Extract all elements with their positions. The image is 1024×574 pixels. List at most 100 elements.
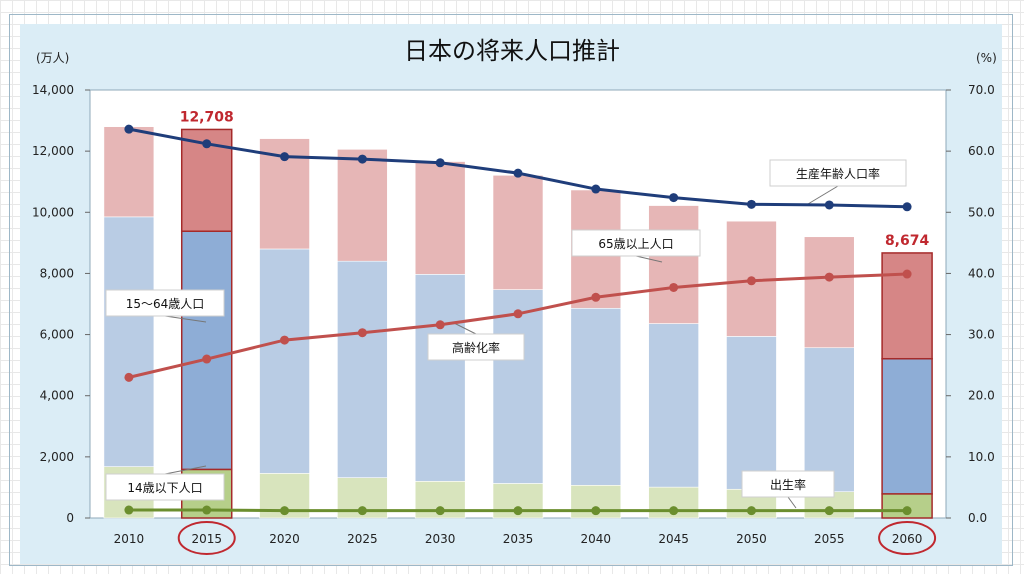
working-ratio-point xyxy=(357,154,367,164)
working-ratio-point xyxy=(280,152,290,162)
birth-rate-point xyxy=(669,506,679,516)
birth-rate-point xyxy=(824,506,834,516)
left-axis-tick-label: 4,000 xyxy=(40,389,74,403)
bar-segment-elderly xyxy=(103,126,155,218)
left-axis-tick-label: 0 xyxy=(66,511,74,525)
bar-segment-working xyxy=(103,216,155,467)
bar-segment-working xyxy=(648,323,699,488)
birth-rate-point xyxy=(746,506,756,516)
bar-segment-working xyxy=(726,336,777,490)
right-axis-tick-label: 0.0 xyxy=(968,511,987,525)
callout-leader-line xyxy=(807,185,839,205)
aging-ratio-point xyxy=(513,309,523,319)
callout-leader-line xyxy=(787,496,797,509)
left-axis-tick-label: 10,000 xyxy=(32,205,74,219)
birth-rate-point xyxy=(513,506,523,516)
bar-segment-elderly xyxy=(492,174,544,290)
bar-segment-elderly xyxy=(648,205,699,324)
chart-title: 日本の将来人口推計 xyxy=(404,37,620,65)
x-axis-tick-label: 2040 xyxy=(581,532,612,546)
working-ratio-point xyxy=(124,124,134,134)
callout-child-text: 14歳以下人口 xyxy=(127,481,202,495)
highlight-circle xyxy=(878,521,937,555)
right-axis: 0.0 10.0 20.0 30.0 40.0 50.0 60.0 70.0 xyxy=(946,83,995,525)
chart-frame xyxy=(9,14,1013,566)
x-axis-tick-label: 2010 xyxy=(114,532,145,546)
left-axis-tick-label: 8,000 xyxy=(40,266,74,280)
aging-ratio-point xyxy=(124,372,134,382)
birth-rate-point xyxy=(435,506,445,516)
callout-aging-ratio: 高齢化率 xyxy=(427,333,525,361)
left-axis-unit: (万人) xyxy=(36,51,69,65)
callout-leader-line xyxy=(164,315,207,323)
right-axis-tick-label: 50.0 xyxy=(968,205,995,219)
bar-segment-working xyxy=(337,260,388,478)
callout-aging-ratio-text: 高齢化率 xyxy=(452,340,500,355)
x-axis-tick-label: 2055 xyxy=(814,532,845,546)
bar-segment-elderly xyxy=(414,161,466,275)
birth-rate-point xyxy=(591,506,601,516)
right-axis-tick-label: 70.0 xyxy=(968,83,995,97)
working-ratio-point xyxy=(902,202,912,212)
x-axis-tick-label: 2050 xyxy=(736,532,767,546)
aging-ratio-point xyxy=(746,276,756,286)
aging-ratio-point xyxy=(357,328,367,338)
working-ratio-point xyxy=(513,168,523,178)
callout-working: 15～64歳人口 xyxy=(105,289,225,317)
highlight-circle xyxy=(177,521,236,555)
birth-rate-point xyxy=(124,505,134,515)
aging-ratio-point xyxy=(280,335,290,345)
callout-elderly-text: 65歳以上人口 xyxy=(598,237,673,251)
x-axis-tick-label: 2015 xyxy=(191,532,222,546)
working-ratio-point xyxy=(435,158,445,168)
callout-elderly: 65歳以上人口 xyxy=(571,229,701,257)
bar-series xyxy=(103,126,933,519)
left-axis-tick-label: 14,000 xyxy=(32,83,74,97)
bar-segment-working xyxy=(259,248,310,474)
callout-leader-line xyxy=(164,465,207,475)
working-ratio-point xyxy=(824,200,834,210)
bar-segment-working xyxy=(803,347,855,493)
bar-segment-working xyxy=(180,230,233,471)
right-axis-tick-label: 60.0 xyxy=(968,144,995,158)
x-axis-tick-label: 2045 xyxy=(658,532,689,546)
callout-working-text: 15～64歳人口 xyxy=(126,297,205,311)
aging-ratio-point xyxy=(591,292,601,302)
aging-ratio-point xyxy=(902,269,912,279)
callout-child: 14歳以下人口 xyxy=(105,473,225,501)
left-axis-tick-label: 6,000 xyxy=(40,328,74,342)
aging-ratio-point xyxy=(435,320,445,330)
bar-segment-working xyxy=(492,289,544,484)
bar-segment-elderly xyxy=(337,149,388,262)
bar-segment-working xyxy=(414,274,466,482)
total-labels: 12,708 8,674 xyxy=(180,109,930,249)
right-axis-unit: (%) xyxy=(976,51,997,65)
left-axis: 0 2,000 4,000 6,000 8,000 10,000 12,000 14,000 xyxy=(32,83,90,525)
birth-rate-point xyxy=(357,506,367,516)
callout-leader-line xyxy=(635,255,663,263)
total-label: 8,674 xyxy=(885,233,930,249)
right-axis-tick-label: 20.0 xyxy=(968,389,995,403)
right-axis-tick-label: 10.0 xyxy=(968,450,995,464)
working-ratio-point xyxy=(669,193,679,203)
left-axis-tick-label: 2,000 xyxy=(40,450,74,464)
working-ratio-point xyxy=(746,199,756,209)
x-axis: 2010 2015 2020 2025 2030 2035 2040 2045 2050 2055… xyxy=(114,521,937,555)
x-axis-tick-label: 2030 xyxy=(425,532,456,546)
callout-birth-rate-text: 出生率 xyxy=(770,477,806,492)
callout-working-ratio-text: 生産年齢人口率 xyxy=(796,166,880,181)
x-axis-tick-label: 2020 xyxy=(269,532,300,546)
callout-birth-rate: 出生率 xyxy=(741,470,835,498)
bar-segment-working xyxy=(570,307,622,486)
x-axis-tick-label: 2060 xyxy=(892,532,923,546)
aging-ratio-point xyxy=(669,282,679,292)
x-axis-tick-label: 2035 xyxy=(503,532,534,546)
right-axis-tick-label: 30.0 xyxy=(968,328,995,342)
line-series xyxy=(124,124,912,516)
working-ratio-point xyxy=(202,139,212,149)
total-label: 12,708 xyxy=(180,109,234,125)
birth-rate-point xyxy=(202,505,212,515)
aging-ratio-point xyxy=(202,354,212,364)
bar-segment-child xyxy=(648,486,699,519)
